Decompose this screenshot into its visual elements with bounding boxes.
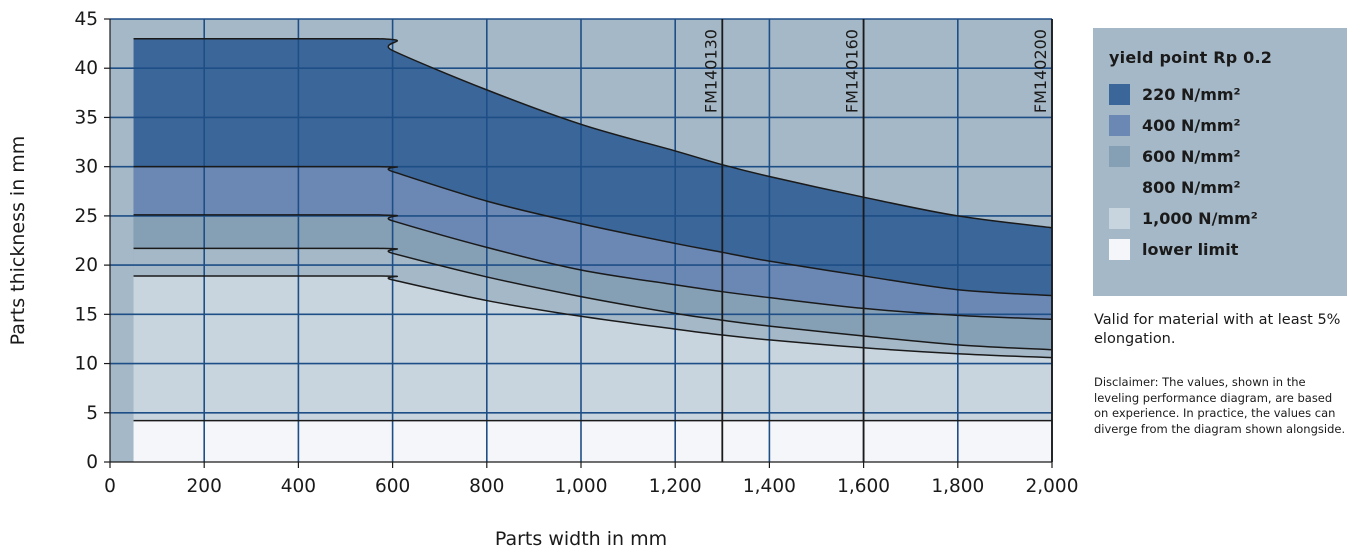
band-boundary-3 [133,247,1053,351]
x-axis-label: Parts width in mm [495,528,667,550]
legend-swatch [1109,177,1130,198]
x-tick-label-5: 1,000 [555,476,608,497]
y-tick-label-7: 35 [74,107,98,128]
x-tick-label-8: 1,600 [837,476,890,497]
y-tick-label-1: 5 [86,403,98,424]
y-tick-label-4: 20 [74,255,98,276]
band-area-5 [133,420,1053,462]
band-area-4 [133,275,1053,462]
x-tick-label-0: 0 [104,476,116,497]
x-tick-label-2: 400 [281,476,316,497]
legend-swatch [1109,208,1130,229]
legend-label: 800 N/mm² [1142,178,1241,197]
x-tick-label-1: 200 [187,476,222,497]
y-tick-label-3: 15 [74,304,98,325]
legend-item-0: 220 N/mm² [1109,79,1347,110]
y-tick-label-6: 30 [74,157,98,178]
x-tick-label-3: 600 [375,476,410,497]
band-boundary-2 [133,214,1053,321]
legend-label: 220 N/mm² [1142,85,1241,104]
band-boundary-0 [133,37,1053,229]
legend-item-1: 400 N/mm² [1109,110,1347,141]
legend-swatch [1109,115,1130,136]
legend-item-3: 800 N/mm² [1109,172,1347,203]
x-tick-labels: 0 200 400 600 800 1,000 1,200 1,400 1,600 1,800 2,… [104,476,1078,497]
legend-items: 220 N/mm² 400 N/mm² 600 N/mm² 800 N/mm² 1,00… [1109,79,1347,265]
disclaimer-text: Disclaimer: The values, shown in the lev… [1094,375,1346,436]
legend-swatch [1109,84,1130,105]
band-boundary-lines [133,37,1053,422]
machine-label-2: FM140200 [1031,29,1050,113]
grid-lines [110,18,1053,462]
legend-item-5: lower limit [1109,234,1347,265]
axes [104,18,1053,468]
legend-swatch [1109,146,1130,167]
legend-swatch [1109,239,1130,260]
legend-label: lower limit [1142,240,1239,259]
y-axis-label: Parts thickness in mm [7,136,29,346]
legend-label: 1,000 N/mm² [1142,209,1258,228]
validity-note: Valid for material with at least 5% elon… [1094,312,1341,347]
x-tick-label-6: 1,200 [649,476,702,497]
band-boundary-1 [133,165,1053,297]
y-tick-label-5: 25 [74,206,98,227]
legend-item-2: 600 N/mm² [1109,141,1347,172]
legend-title: yield point Rp 0.2 [1109,48,1273,67]
leveling-performance-chart: FM140130 FM140160 FM140200 0 200 400 600 800 1,… [7,9,1078,550]
machine-label-0: FM140130 [701,29,720,113]
legend: yield point Rp 0.2 220 N/mm² 400 N/mm² 600… [1093,28,1347,296]
y-tick-label-0: 0 [86,452,98,473]
band-boundary-4 [133,275,1053,359]
legend-item-4: 1,000 N/mm² [1109,203,1347,234]
legend-label: 400 N/mm² [1142,116,1241,135]
y-tick-label-9: 45 [74,9,98,30]
y-tick-labels: 0 5 10 15 20 25 30 35 40 45 [74,9,98,473]
x-tick-label-4: 800 [469,476,504,497]
legend-label: 600 N/mm² [1142,147,1241,166]
machine-label-1: FM140160 [843,29,862,113]
y-tick-label-2: 10 [74,354,98,375]
y-tick-label-8: 40 [74,58,98,79]
x-tick-label-7: 1,400 [743,476,796,497]
x-tick-label-9: 1,800 [931,476,984,497]
x-tick-label-10: 2,000 [1026,476,1079,497]
machine-width-lines: FM140130 FM140160 FM140200 [701,19,1053,462]
